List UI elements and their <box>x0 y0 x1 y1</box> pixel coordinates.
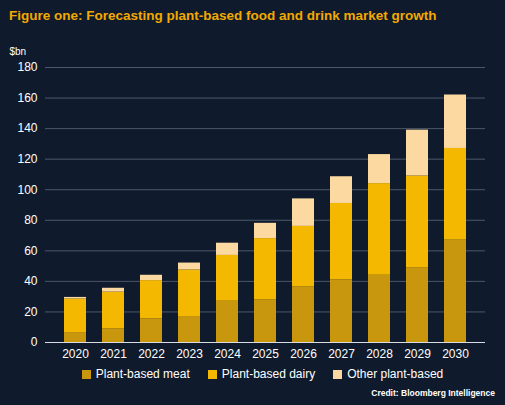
html-text:Other plant-based: Other plant-based <box>347 367 444 381</box>
html-text:Credit: Bloomberg Intelligence: Credit: Bloomberg Intelligence <box>371 388 495 398</box>
svg-text:80: 80 <box>24 213 38 227</box>
svg-text:2030: 2030 <box>442 347 469 361</box>
svg-text:40: 40 <box>24 274 38 288</box>
svg-text:180: 180 <box>17 60 37 74</box>
svg-text:$bn: $bn <box>10 46 27 57</box>
svg-text:2024: 2024 <box>214 347 241 361</box>
svg-text:2023: 2023 <box>176 347 203 361</box>
svg-text:0: 0 <box>31 335 38 349</box>
html-text:Plant-based meat: Plant-based meat <box>95 367 190 381</box>
svg-text:60: 60 <box>24 244 38 258</box>
html-text:Figure one: Forecasting plant-: Figure one: Forecasting plant-based food… <box>9 8 437 23</box>
svg-text:120: 120 <box>17 152 37 166</box>
svg-text:100: 100 <box>17 183 37 197</box>
svg-text:2027: 2027 <box>328 347 355 361</box>
html-text:Plant-based dairy: Plant-based dairy <box>221 367 316 381</box>
svg-text:2020: 2020 <box>62 347 89 361</box>
svg-text:20: 20 <box>24 305 38 319</box>
svg-text:2022: 2022 <box>138 347 165 361</box>
svg-text:2026: 2026 <box>290 347 317 361</box>
svg-text:2029: 2029 <box>404 347 431 361</box>
svg-text:2028: 2028 <box>366 347 393 361</box>
svg-text:160: 160 <box>17 91 37 105</box>
svg-text:2021: 2021 <box>100 347 127 361</box>
svg-text:140: 140 <box>17 121 37 135</box>
svg-text:2025: 2025 <box>252 347 279 361</box>
